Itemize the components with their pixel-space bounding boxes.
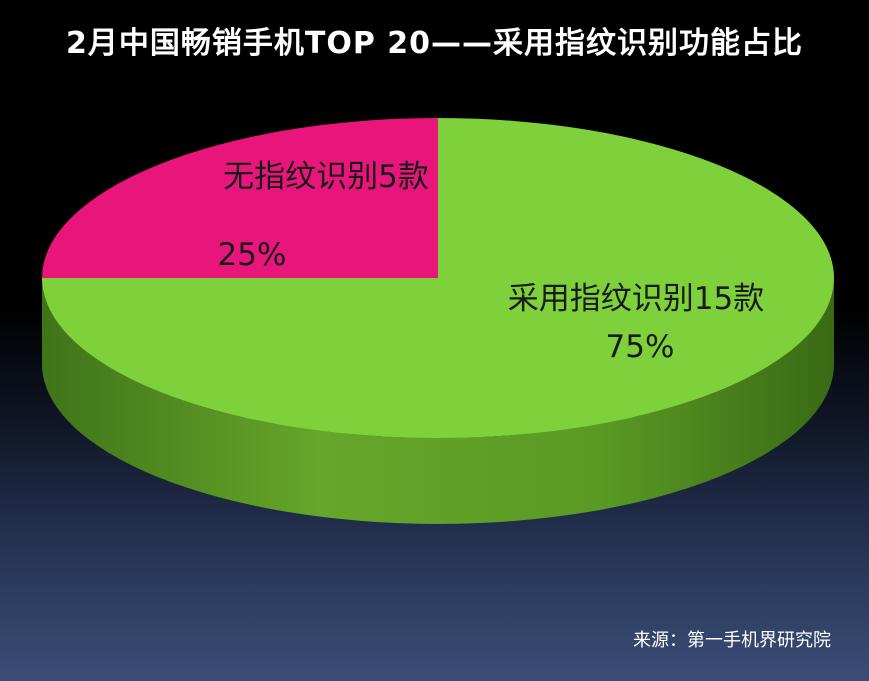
chart-title: 2月中国畅销手机TOP 20——采用指纹识别功能占比 bbox=[65, 26, 804, 61]
slice-percent-fingerprint: 75% bbox=[606, 329, 675, 365]
slice-label-fingerprint: 采用指纹识别15款 bbox=[508, 281, 764, 317]
pie-side-wall bbox=[42, 278, 834, 524]
pie-slice-pink bbox=[42, 118, 438, 278]
slice-label-no-fingerprint: 无指纹识别5款 bbox=[223, 159, 429, 195]
slice-percent-no-fingerprint: 25% bbox=[218, 237, 287, 273]
source-note: 来源：第一手机界研究院 bbox=[633, 630, 831, 651]
